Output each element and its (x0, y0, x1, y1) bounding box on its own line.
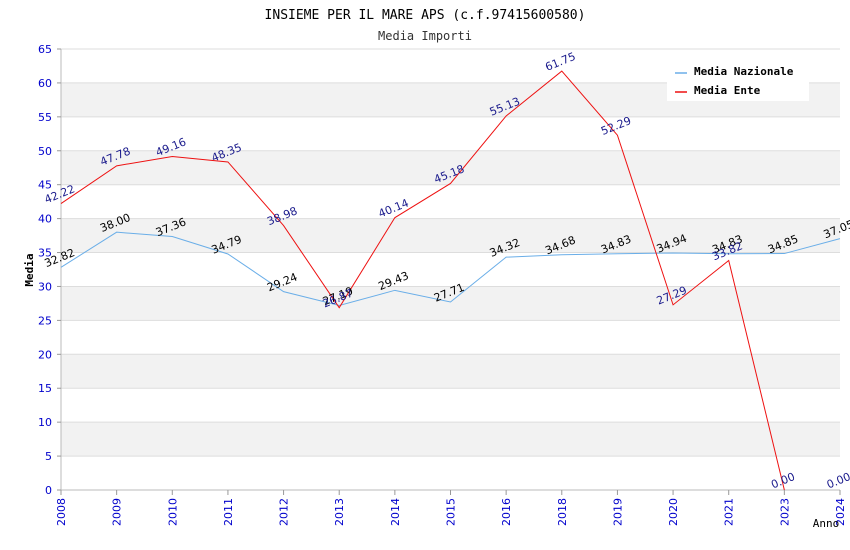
data-label: 40.14 (377, 196, 411, 220)
x-tick-label: 2024 (834, 498, 847, 526)
x-axis-ticks: 2008 2009 2010 2011 2012 2013 2014 2015 2016 2018… (55, 490, 847, 526)
band (61, 422, 840, 457)
data-label: 0.00 (825, 470, 850, 491)
x-tick-label: 2013 (333, 498, 346, 526)
x-tick-label: 2012 (278, 498, 291, 526)
band (61, 286, 840, 321)
x-tick-label: 2020 (667, 498, 680, 526)
legend-box (667, 60, 809, 101)
data-label: 61.75 (543, 50, 577, 74)
legend-label-media-ente: Media Ente (694, 84, 761, 97)
y-axis-label: Media (23, 253, 36, 286)
y-tick-label: 35 (38, 247, 52, 260)
band (61, 150, 840, 185)
x-tick-label: 2011 (222, 498, 235, 526)
x-tick-label: 2019 (611, 498, 624, 526)
x-tick-label: 2015 (445, 498, 458, 526)
y-axis-ticks: 0 5 10 15 20 25 30 35 40 45 50 55 60 65 (38, 43, 61, 497)
legend: Media Nazionale Media Ente (667, 60, 809, 101)
y-tick-label: 65 (38, 43, 52, 56)
series-line-media-nazionale (60, 231, 841, 307)
x-tick-label: 2023 (778, 498, 791, 526)
band (61, 218, 840, 253)
y-tick-label: 30 (38, 280, 52, 293)
x-tick-label: 2008 (55, 498, 68, 526)
band (61, 354, 840, 389)
chart-title: INSIEME PER IL MARE APS (c.f.97415600580… (265, 8, 586, 23)
x-tick-label: 2014 (389, 498, 402, 526)
x-tick-label: 2018 (556, 498, 569, 526)
chart-subtitle: Media Importi (378, 29, 472, 43)
y-tick-label: 10 (38, 416, 52, 429)
y-tick-label: 20 (38, 348, 52, 361)
y-tick-label: 5 (45, 450, 52, 463)
y-tick-label: 50 (38, 145, 52, 158)
series-lines (60, 70, 841, 491)
y-tick-label: 25 (38, 314, 52, 327)
legend-label-media-nazionale: Media Nazionale (694, 65, 794, 78)
x-tick-label: 2016 (500, 498, 513, 526)
y-tick-label: 40 (38, 213, 52, 226)
y-tick-label: 55 (38, 111, 52, 124)
x-tick-label: 2010 (166, 498, 179, 526)
x-axis-label: Anno (813, 517, 840, 530)
series-line-media-ente (60, 70, 785, 491)
x-tick-label: 2021 (723, 498, 736, 526)
y-tick-label: 45 (38, 179, 52, 192)
y-tick-label: 0 (45, 484, 52, 497)
x-tick-label: 2009 (111, 498, 124, 526)
y-tick-label: 15 (38, 382, 52, 395)
y-tick-label: 60 (38, 77, 52, 90)
data-label: 0.00 (769, 470, 797, 491)
